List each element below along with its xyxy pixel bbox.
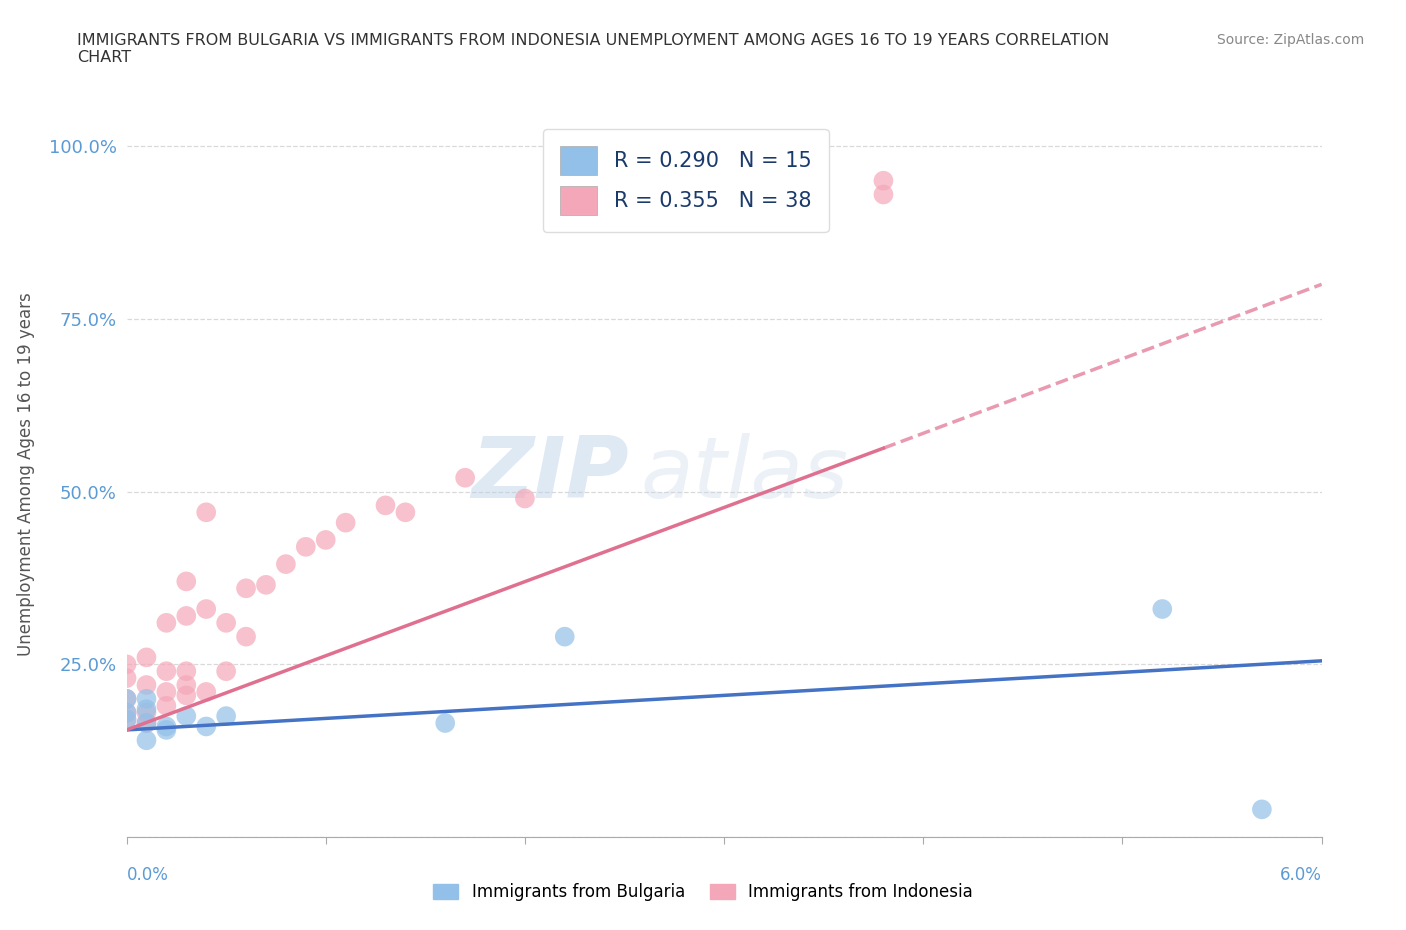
Point <box>335 515 357 530</box>
Point <box>135 705 157 720</box>
Point <box>155 684 177 699</box>
Point <box>115 712 138 727</box>
Point <box>872 173 894 188</box>
Point <box>155 723 177 737</box>
Point <box>155 664 177 679</box>
Point <box>274 557 297 572</box>
Point <box>872 187 894 202</box>
Point <box>254 578 277 592</box>
Point <box>434 715 457 730</box>
Text: IMMIGRANTS FROM BULGARIA VS IMMIGRANTS FROM INDONESIA UNEMPLOYMENT AMONG AGES 16: IMMIGRANTS FROM BULGARIA VS IMMIGRANTS F… <box>77 33 1109 65</box>
Point <box>135 715 157 730</box>
Point <box>115 691 138 706</box>
Point <box>174 709 197 724</box>
Legend: R = 0.290   N = 15, R = 0.355   N = 38: R = 0.290 N = 15, R = 0.355 N = 38 <box>543 129 828 232</box>
Point <box>235 581 257 596</box>
Point <box>554 630 576 644</box>
Point <box>115 691 138 706</box>
Point <box>195 719 218 734</box>
Text: 6.0%: 6.0% <box>1279 866 1322 884</box>
Text: Source: ZipAtlas.com: Source: ZipAtlas.com <box>1216 33 1364 46</box>
Point <box>215 616 238 631</box>
Point <box>174 608 197 623</box>
Point <box>155 616 177 631</box>
Point <box>115 705 138 720</box>
Point <box>174 664 197 679</box>
Point <box>155 698 177 713</box>
Point <box>115 671 138 685</box>
Point <box>135 702 157 717</box>
Y-axis label: Unemployment Among Ages 16 to 19 years: Unemployment Among Ages 16 to 19 years <box>17 292 35 657</box>
Point <box>374 498 396 512</box>
Point <box>235 630 257 644</box>
Point <box>1251 802 1274 817</box>
Legend: Immigrants from Bulgaria, Immigrants from Indonesia: Immigrants from Bulgaria, Immigrants fro… <box>426 876 980 908</box>
Point <box>315 533 337 548</box>
Point <box>135 691 157 706</box>
Point <box>454 471 477 485</box>
Point <box>513 491 536 506</box>
Text: atlas: atlas <box>640 432 848 516</box>
Point <box>135 650 157 665</box>
Point <box>195 602 218 617</box>
Point <box>155 719 177 734</box>
Point <box>613 207 636 222</box>
Point <box>174 574 197 589</box>
Point <box>1152 602 1174 617</box>
Point <box>135 715 157 730</box>
Point <box>195 505 218 520</box>
Point <box>294 539 316 554</box>
Point <box>215 709 238 724</box>
Point <box>135 733 157 748</box>
Point <box>174 688 197 703</box>
Text: 0.0%: 0.0% <box>127 866 169 884</box>
Point <box>174 678 197 693</box>
Point <box>115 712 138 727</box>
Point <box>215 664 238 679</box>
Point <box>394 505 416 520</box>
Point <box>195 684 218 699</box>
Point <box>115 705 138 720</box>
Point <box>135 678 157 693</box>
Point <box>673 187 696 202</box>
Point <box>115 657 138 671</box>
Text: ZIP: ZIP <box>471 432 628 516</box>
